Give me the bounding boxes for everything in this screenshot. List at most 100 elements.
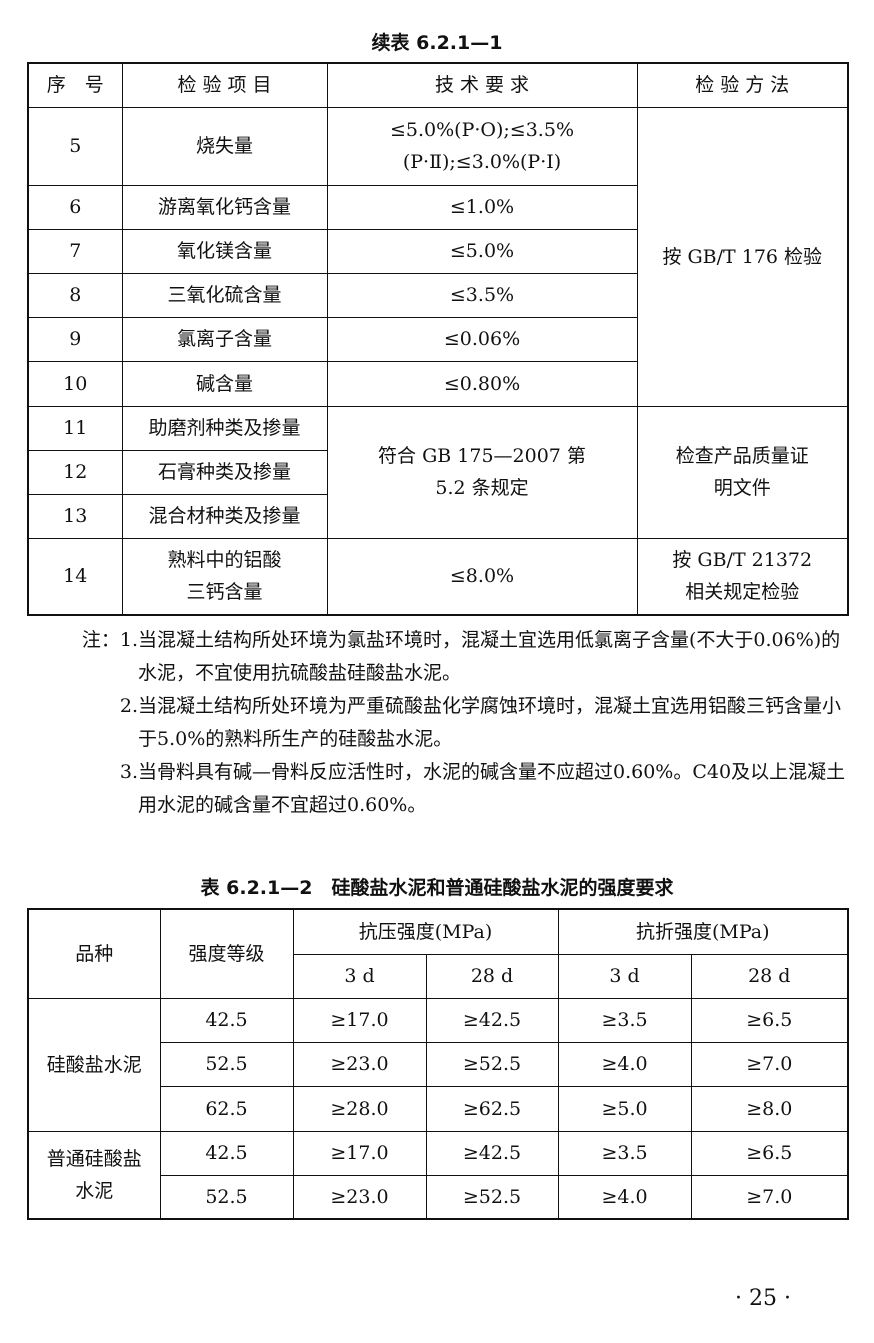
header-cell: 抗压强度(MPa) — [292, 908, 559, 955]
notes: 注：1. 当混凝土结构所处环境为氯盐环境时，混凝土宜选用低氯离子含量(不大于0.0… — [72, 624, 852, 822]
table-row: 11 助磨剂种类及掺量 符合 GB 175—2007 第 5.2 条规定 检查产品… — [27, 405, 849, 539]
cell: 氯离子含量 — [121, 316, 328, 362]
cell: 混合材种类及掺量 — [121, 493, 328, 539]
cell: 52.5 — [159, 1174, 294, 1220]
cell: ≤8.0% — [326, 537, 638, 616]
table2-caption: 表 6.2.1—2 硅酸盐水泥和普通硅酸盐水泥的强度要求 — [200, 877, 674, 899]
cell: ≥3.5 — [557, 1130, 692, 1176]
table-row: 52.5 ≥23.0 ≥52.5 ≥4.0 ≥7.0 — [28, 1174, 849, 1220]
cell: 42.5 — [159, 997, 294, 1043]
cell: 助磨剂种类及掺量 — [121, 405, 328, 451]
cell: 符合 GB 175—2007 第 5.2 条规定 — [326, 405, 638, 539]
table-header: 序 号 检 验 项 目 技 术 要 求 检 验 方 法 — [27, 62, 849, 108]
header-cell: 检 验 项 目 — [121, 62, 328, 108]
table-row: 5 烧失量 ≤5.0%(P·O);≤3.5%(P·Ⅱ);≤3.0%(P·Ⅰ) 按… — [27, 106, 849, 407]
cell: 普通硅酸盐水泥 — [27, 1130, 161, 1220]
cell: 10 — [27, 360, 123, 407]
header-cell: 强度等级 — [159, 908, 294, 999]
cell: ≥62.5 — [425, 1085, 559, 1132]
cell: 熟料中的铝酸三钙含量 — [121, 537, 328, 616]
note-text: 当混凝土结构所处环境为严重硫酸盐化学腐蚀环境时，混凝土宜选用铝酸三钙含量小于5.… — [138, 695, 842, 750]
header-cell: 品种 — [27, 908, 161, 999]
header-cell: 抗折强度(MPa) — [557, 908, 849, 955]
cell: ≤3.5% — [326, 272, 638, 318]
cell: ≥23.0 — [292, 1174, 427, 1220]
cell: ≥5.0 — [557, 1085, 692, 1132]
cell: 52.5 — [159, 1041, 294, 1087]
cell: 7 — [27, 228, 123, 274]
cell: 三氧化硫含量 — [121, 272, 328, 318]
table-row: 12 石膏种类及掺量 — [27, 449, 848, 495]
cell: ≥7.0 — [690, 1041, 849, 1087]
cell: 检查产品质量证明文件 — [636, 405, 849, 539]
header-cell: 检 验 方 法 — [636, 62, 849, 108]
cell: ≤5.0% — [326, 228, 638, 274]
cell: 11 — [27, 405, 123, 451]
header-cell: 28 d — [690, 953, 849, 999]
cell: 氧化镁含量 — [121, 228, 328, 274]
cell: 6 — [27, 184, 123, 230]
header-cell: 3 d — [292, 953, 427, 999]
table-row: 8 三氧化硫含量 ≤3.5% — [27, 272, 848, 318]
cell: ≥7.0 — [690, 1174, 849, 1220]
cell: ≥6.5 — [690, 997, 849, 1043]
table-header: 品种 强度等级 抗压强度(MPa) 抗折强度(MPa) — [27, 908, 849, 999]
table-row: 硅酸盐水泥 42.5 ≥17.0 ≥42.5 ≥3.5 ≥6.5 — [27, 997, 849, 1132]
table-row: 14 熟料中的铝酸三钙含量 ≤8.0% 按 GB/T 21372 相关规定检验 — [27, 537, 849, 616]
note-label: 注：1. — [81, 629, 138, 651]
cell: 碱含量 — [121, 360, 328, 407]
table-row: 6 游离氧化钙含量 ≤1.0% — [27, 184, 848, 230]
cell: ≥42.5 — [425, 997, 559, 1043]
inspection-table: 序 号 检 验 项 目 技 术 要 求 检 验 方 法 5 烧失量 ≤5.0%(… — [27, 62, 849, 616]
cell: ≥17.0 — [292, 1130, 427, 1176]
cell: 62.5 — [159, 1085, 294, 1132]
cell: 按 GB/T 21372 相关规定检验 — [636, 537, 849, 616]
cell: 按 GB/T 176 检验 — [636, 106, 849, 407]
cell: 14 — [27, 537, 123, 616]
table-row: 13 混合材种类及掺量 — [27, 493, 848, 539]
cell: ≥17.0 — [292, 997, 427, 1043]
header-cell: 3 d — [557, 953, 692, 999]
header-cell: 28 d — [425, 953, 559, 999]
table-row: 52.5 ≥23.0 ≥52.5 ≥4.0 ≥7.0 — [28, 1041, 849, 1087]
note-text: 当混凝土结构所处环境为氯盐环境时，混凝土宜选用低氯离子含量(不大于0.06%)的… — [138, 629, 841, 684]
page-number: · 25 · — [735, 1286, 791, 1311]
cell: ≤0.80% — [326, 360, 638, 407]
cell: 12 — [27, 449, 123, 495]
cell: ≥4.0 — [557, 1041, 692, 1087]
header-cell: 技 术 要 求 — [326, 62, 638, 108]
cell: 5 — [27, 106, 123, 186]
header-cell: 序 号 — [27, 62, 123, 108]
cell: 烧失量 — [121, 106, 328, 186]
note-item: 3. 当骨料具有碱—骨料反应活性时，水泥的碱含量不应超过0.60%。C40及以上混… — [72, 756, 852, 822]
cell: ≥3.5 — [557, 997, 692, 1043]
note-text: 当骨料具有碱—骨料反应活性时，水泥的碱含量不应超过0.60%。C40及以上混凝土… — [138, 761, 846, 816]
cell: ≥23.0 — [292, 1041, 427, 1087]
cell: ≥42.5 — [425, 1130, 559, 1176]
cell: 13 — [27, 493, 123, 539]
cell: ≥52.5 — [425, 1041, 559, 1087]
cell: 8 — [27, 272, 123, 318]
cell: ≤1.0% — [326, 184, 638, 230]
note-label: 2. — [119, 695, 138, 717]
cell: ≥28.0 — [292, 1085, 427, 1132]
cell: 42.5 — [159, 1130, 294, 1176]
cell: 石膏种类及掺量 — [121, 449, 328, 495]
table-row: 62.5 ≥28.0 ≥62.5 ≥5.0 ≥8.0 — [28, 1085, 849, 1132]
note-item: 注：1. 当混凝土结构所处环境为氯盐环境时，混凝土宜选用低氯离子含量(不大于0.0… — [72, 624, 852, 690]
note-item: 2. 当混凝土结构所处环境为严重硫酸盐化学腐蚀环境时，混凝土宜选用铝酸三钙含量小于… — [72, 690, 852, 756]
cell: 游离氧化钙含量 — [121, 184, 328, 230]
table-row: 9 氯离子含量 ≤0.06% — [27, 316, 848, 362]
cell: ≤5.0%(P·O);≤3.5%(P·Ⅱ);≤3.0%(P·Ⅰ) — [326, 106, 638, 186]
cell: ≥52.5 — [425, 1174, 559, 1220]
table1-caption: 续表 6.2.1—1 — [371, 32, 503, 54]
cell: ≥8.0 — [690, 1085, 849, 1132]
cell: ≥4.0 — [557, 1174, 692, 1220]
note-label: 3. — [119, 761, 138, 783]
cell: ≤0.06% — [326, 316, 638, 362]
cell: 9 — [27, 316, 123, 362]
cell: ≥6.5 — [690, 1130, 849, 1176]
cell: 硅酸盐水泥 — [27, 997, 161, 1132]
